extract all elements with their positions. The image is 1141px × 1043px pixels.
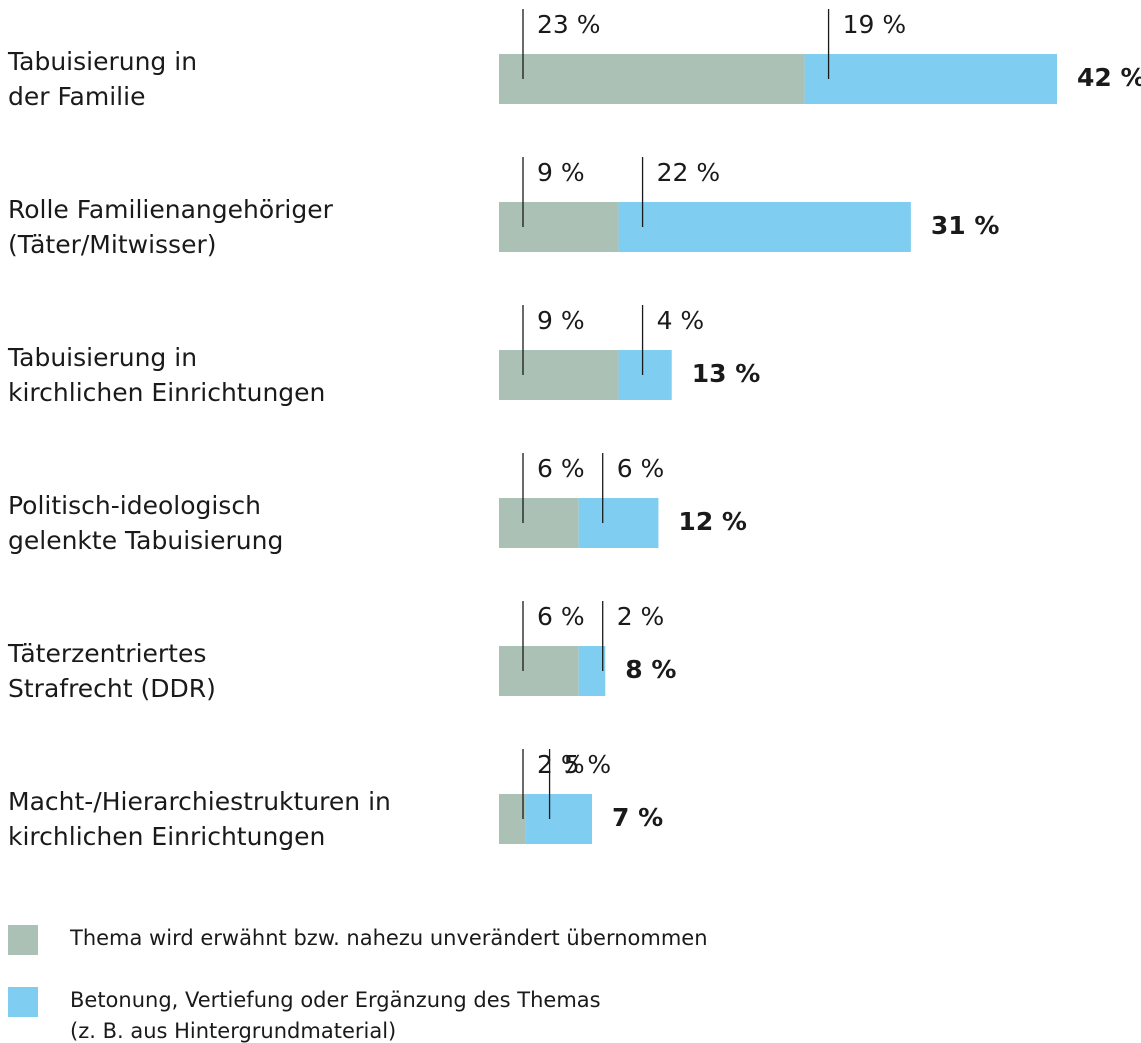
bar-segment [499,350,619,400]
value-label: 6 % [537,454,585,483]
total-label: 42 % [1077,63,1141,92]
total-label: 7 % [612,803,663,832]
bar-segment [578,498,659,548]
category-label: Tabuisierung in kirchlichen Einrichtunge… [8,343,326,407]
total-label: 13 % [692,359,761,388]
value-label: 5 % [564,750,612,779]
legend-swatch [8,987,38,1017]
total-label: 12 % [678,507,747,536]
bar-segment [578,646,606,696]
total-label: 8 % [625,655,676,684]
value-label: 2 % [537,750,585,779]
value-label: 4 % [657,306,705,335]
bar-segment [499,54,805,104]
bar-segment [804,54,1057,104]
legend-label: Betonung, Vertiefung oder Ergänzung des … [70,988,601,1043]
bar-segment [499,202,619,252]
value-label: 6 % [537,602,585,631]
category-label: Politisch-ideologisch gelenkte Tabuisier… [8,491,284,555]
value-label: 19 % [843,10,907,39]
category-label: Tabuisierung in der Familie [8,47,198,111]
legend-swatch [8,925,38,955]
value-label: 2 % [617,602,665,631]
bar-segment [618,350,672,400]
bar-segment [499,646,579,696]
value-label: 22 % [657,158,721,187]
bar-segment [499,794,526,844]
value-label: 23 % [537,10,601,39]
bar-segment [499,498,579,548]
category-label: Macht-/Hierarchiestrukturen in kirchlich… [8,787,391,851]
total-label: 31 % [931,211,1000,240]
value-label: 9 % [537,158,585,187]
legend-label: Thema wird erwähnt bzw. nahezu unverände… [70,926,708,950]
bar-segment [525,794,592,844]
category-label: Rolle Familienangehöriger (Täter/Mitwiss… [8,195,333,259]
bar-segment [618,202,911,252]
value-label: 6 % [617,454,665,483]
value-label: 9 % [537,306,585,335]
category-label: Täterzentriertes Strafrecht (DDR) [8,639,216,703]
